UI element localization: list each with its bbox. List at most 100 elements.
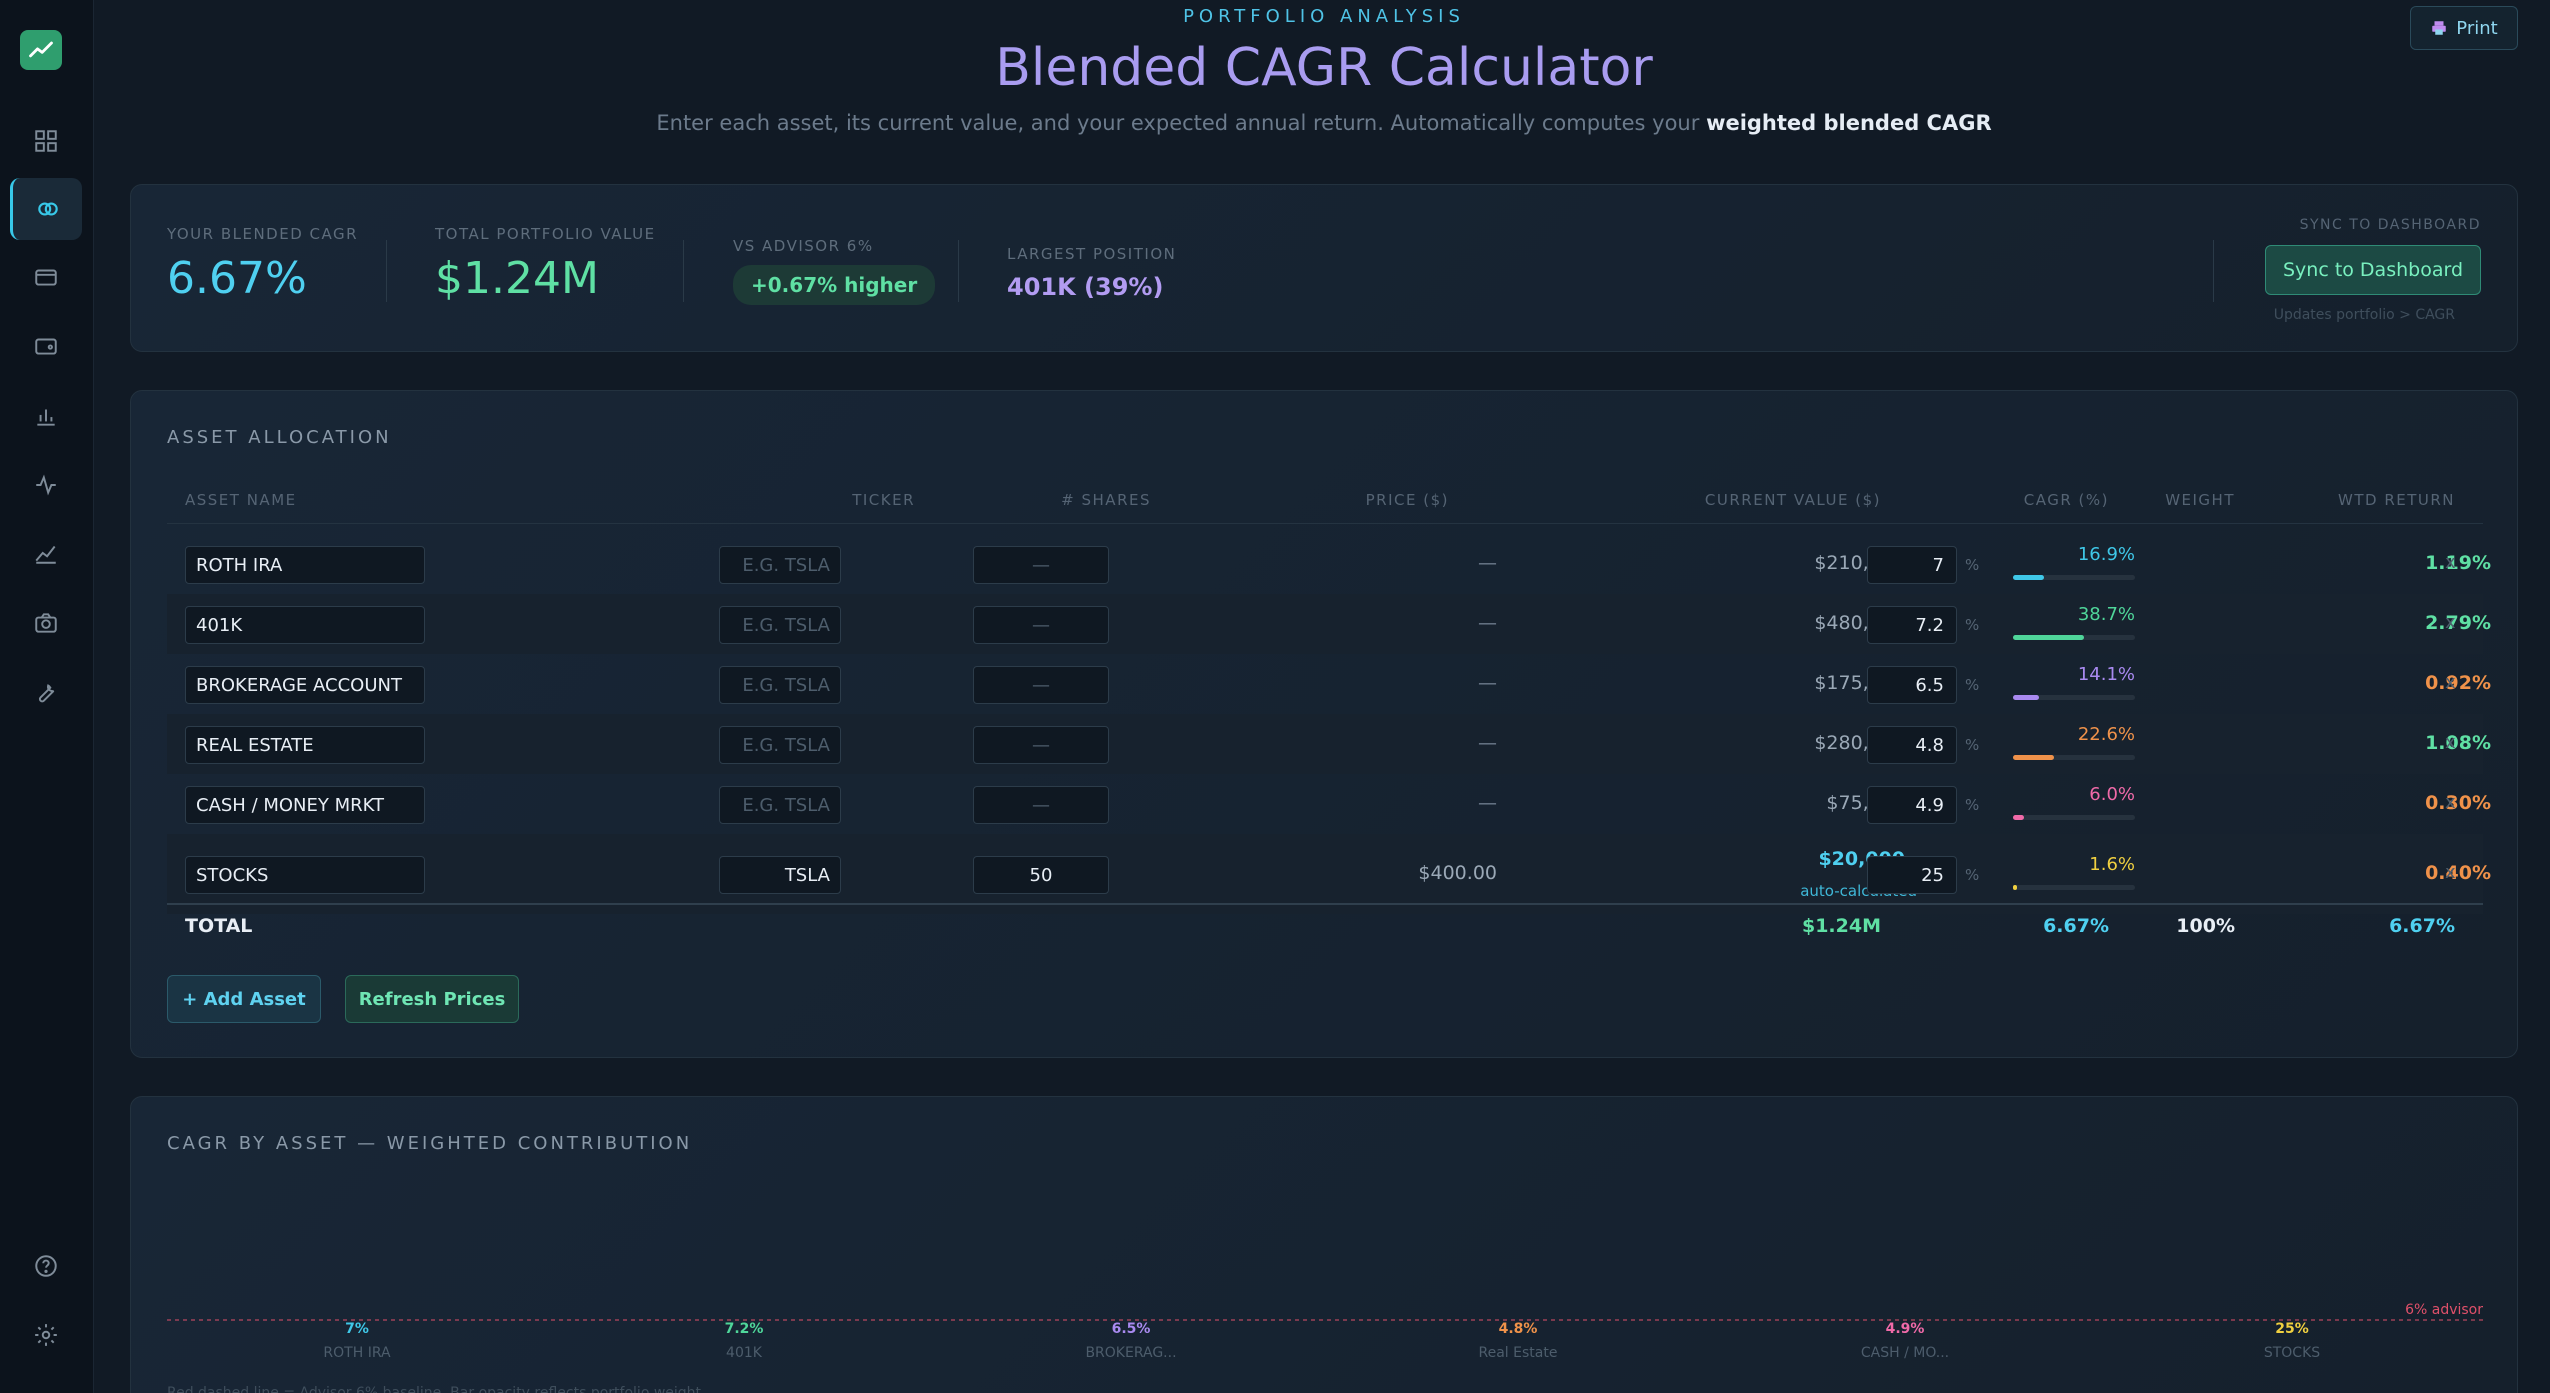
nav-cagr[interactable] [10, 178, 82, 240]
bar-value-label: 6.5% [1112, 1321, 1151, 1337]
cagr-input[interactable]: 4.9 [1867, 786, 1957, 824]
subtitle-text: Enter each asset, its current value, and… [656, 111, 1700, 135]
weight-bar [2013, 695, 2135, 700]
nav-settings[interactable] [10, 1304, 82, 1366]
nav-snapshots[interactable] [10, 592, 82, 654]
nav-tools[interactable] [10, 661, 82, 723]
wtd-return-value: 2.79% [2425, 612, 2491, 634]
ticker-input[interactable]: E.G. TSLA [719, 666, 841, 704]
cagr-input[interactable]: 4.8 [1867, 726, 1957, 764]
nav-cards[interactable] [10, 246, 82, 308]
col-price: PRICE ($) [1365, 491, 1449, 509]
nav-trends[interactable] [10, 522, 82, 584]
remove-row-button[interactable]: x [2445, 612, 2456, 633]
print-button[interactable]: Print [2410, 6, 2518, 50]
remove-row-button[interactable]: x [2445, 862, 2456, 883]
shares-input[interactable]: — [973, 666, 1109, 704]
table-row: BROKERAGE ACCOUNT E.G. TSLA — — $175,000… [167, 654, 2491, 714]
nav-reports[interactable] [10, 385, 82, 447]
sync-dashboard-button[interactable]: Sync to Dashboard [2265, 245, 2481, 295]
shares-input[interactable]: — [973, 726, 1109, 764]
asset-name-input[interactable]: REAL ESTATE [185, 726, 425, 764]
category-label: 401K [726, 1345, 763, 1361]
table-row: CASH / MONEY MRKT E.G. TSLA — — $75,000 … [167, 774, 2491, 834]
cagr-input[interactable]: 25 [1867, 856, 1957, 894]
remove-row-button[interactable]: x [2445, 792, 2456, 813]
weight-bar [2013, 635, 2135, 640]
shares-input[interactable]: 50 [973, 856, 1109, 894]
nav-activity[interactable] [10, 454, 82, 516]
ticker-input[interactable]: E.G. TSLA [719, 546, 841, 584]
advisor-diff-badge: +0.67% higher [733, 265, 936, 305]
ticker-input[interactable]: E.G. TSLA [719, 606, 841, 644]
bar-value-label: 7% [345, 1321, 369, 1337]
weight-bar-fill [2013, 635, 2084, 640]
sidebar [0, 0, 94, 1393]
remove-row-button[interactable]: x [2445, 672, 2456, 693]
percent-sign: % [1965, 676, 1980, 694]
total-wtd-return: 6.67% [2389, 915, 2455, 937]
add-asset-button[interactable]: + Add Asset [167, 975, 321, 1023]
col-current-value: CURRENT VALUE ($) [1704, 491, 1881, 509]
nav-help[interactable] [10, 1235, 82, 1297]
total-weight: 100% [2176, 915, 2235, 937]
cagr-input[interactable]: 6.5 [1867, 666, 1957, 704]
weight-bar [2013, 575, 2135, 580]
weight-bar-fill [2013, 575, 2044, 580]
weight-value: 14.1% [2077, 664, 2135, 685]
col-shares: # SHARES [1061, 491, 1151, 509]
cagr-input[interactable]: 7 [1867, 546, 1957, 584]
shares-input[interactable]: — [973, 786, 1109, 824]
stat-label: LARGEST POSITION [1007, 245, 1177, 263]
weight-value: 6.0% [2089, 784, 2135, 805]
shares-input[interactable]: — [973, 546, 1109, 584]
asset-name-input[interactable]: STOCKS [185, 856, 425, 894]
weight-value: 22.6% [2077, 724, 2135, 745]
asset-name-input[interactable]: 401K [185, 606, 425, 644]
col-asset-name: ASSET NAME [185, 491, 297, 509]
ticker-input[interactable]: TSLA [719, 856, 841, 894]
app-logo[interactable] [20, 30, 62, 70]
refresh-prices-button[interactable]: Refresh Prices [345, 975, 519, 1023]
asset-name-input[interactable]: BROKERAGE ACCOUNT [185, 666, 425, 704]
page-kicker: PORTFOLIO ANALYSIS [1183, 6, 1465, 27]
trend-up-icon [29, 41, 53, 58]
stat-largest-position: LARGEST POSITION 401K (39%) [1007, 245, 1176, 301]
nav-wallet[interactable] [10, 315, 82, 377]
weight-bar-fill [2013, 815, 2024, 820]
ticker-input[interactable]: E.G. TSLA [719, 786, 841, 824]
cagr-input[interactable]: 7.2 [1867, 606, 1957, 644]
subtitle-emphasis: weighted blended CAGR [1706, 111, 1992, 135]
print-label: Print [2456, 17, 2498, 39]
category-label: BROKERAG... [1085, 1345, 1176, 1361]
asset-name-input[interactable]: ROTH IRA [185, 546, 425, 584]
current-value: $210,000 [1814, 552, 1905, 574]
ticker-input[interactable]: E.G. TSLA [719, 726, 841, 764]
remove-row-button[interactable]: x [2445, 732, 2456, 753]
bar-chart-icon [37, 409, 55, 426]
summary-card: YOUR BLENDED CAGR 6.67% TOTAL PORTFOLIO … [130, 184, 2518, 352]
category-label: STOCKS [2264, 1345, 2320, 1361]
weight-bar-fill [2013, 755, 2055, 760]
weight-bar [2013, 815, 2135, 820]
percent-sign: % [1965, 796, 1980, 814]
page-title: Blended CAGR Calculator [995, 38, 1653, 98]
percent-sign: % [1965, 736, 1980, 754]
remove-row-button[interactable]: x [2445, 552, 2456, 573]
wrench-icon [39, 684, 55, 703]
asset-name-input[interactable]: CASH / MONEY MRKT [185, 786, 425, 824]
wtd-return-value: 0.30% [2425, 792, 2491, 814]
weight-value: 16.9% [2077, 544, 2135, 565]
col-weight: WEIGHT [2165, 491, 2235, 509]
asset-allocation-card: ASSET ALLOCATION ASSET NAME TICKER # SHA… [130, 390, 2518, 1058]
divider [958, 240, 959, 302]
trend-icon [35, 545, 56, 564]
price-value: — [1478, 612, 1497, 634]
bar-value-label: 4.9% [1886, 1321, 1925, 1337]
card-icon [35, 269, 57, 286]
total-label: TOTAL [185, 915, 253, 937]
shares-input[interactable]: — [973, 606, 1109, 644]
camera-icon [35, 613, 57, 633]
current-value: $75,000 [1826, 792, 1905, 814]
nav-dashboard[interactable] [10, 110, 82, 172]
